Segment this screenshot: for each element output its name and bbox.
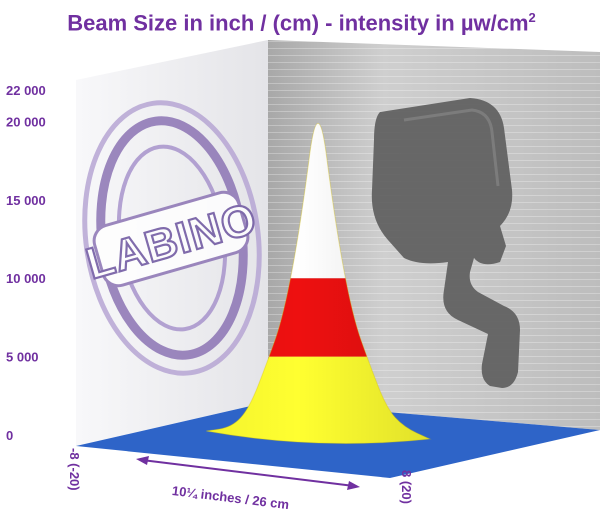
- axes: 0 5 000 10 000 15 000 20 000 22 000 -8 (-20) 8 …: [6, 83, 414, 504]
- y-tick-label: 15 000: [6, 193, 46, 208]
- chart-title: Beam Size in inch / (cm) - intensity in …: [0, 10, 603, 36]
- handheld-lamp-silhouette-icon: [371, 98, 520, 388]
- title-text: Beam Size in inch / (cm) - intensity in …: [67, 10, 529, 36]
- surface-outline: [206, 122, 432, 444]
- y-tick-label: 5 000: [6, 350, 39, 365]
- beam-width-arrow: [136, 456, 360, 490]
- y-tick-label: 0: [6, 428, 13, 443]
- y-tick-label: 10 000: [6, 271, 46, 286]
- x-tick-label: 8 (20): [399, 470, 414, 504]
- y-tick-label: 20 000: [6, 114, 46, 129]
- x-tick-label: -8 (-20): [67, 448, 82, 491]
- title-superscript: 2: [528, 10, 536, 25]
- x-axis-label: 10¼ inches / 26 cm: [171, 483, 290, 512]
- y-tick-label: 22 000: [6, 83, 46, 98]
